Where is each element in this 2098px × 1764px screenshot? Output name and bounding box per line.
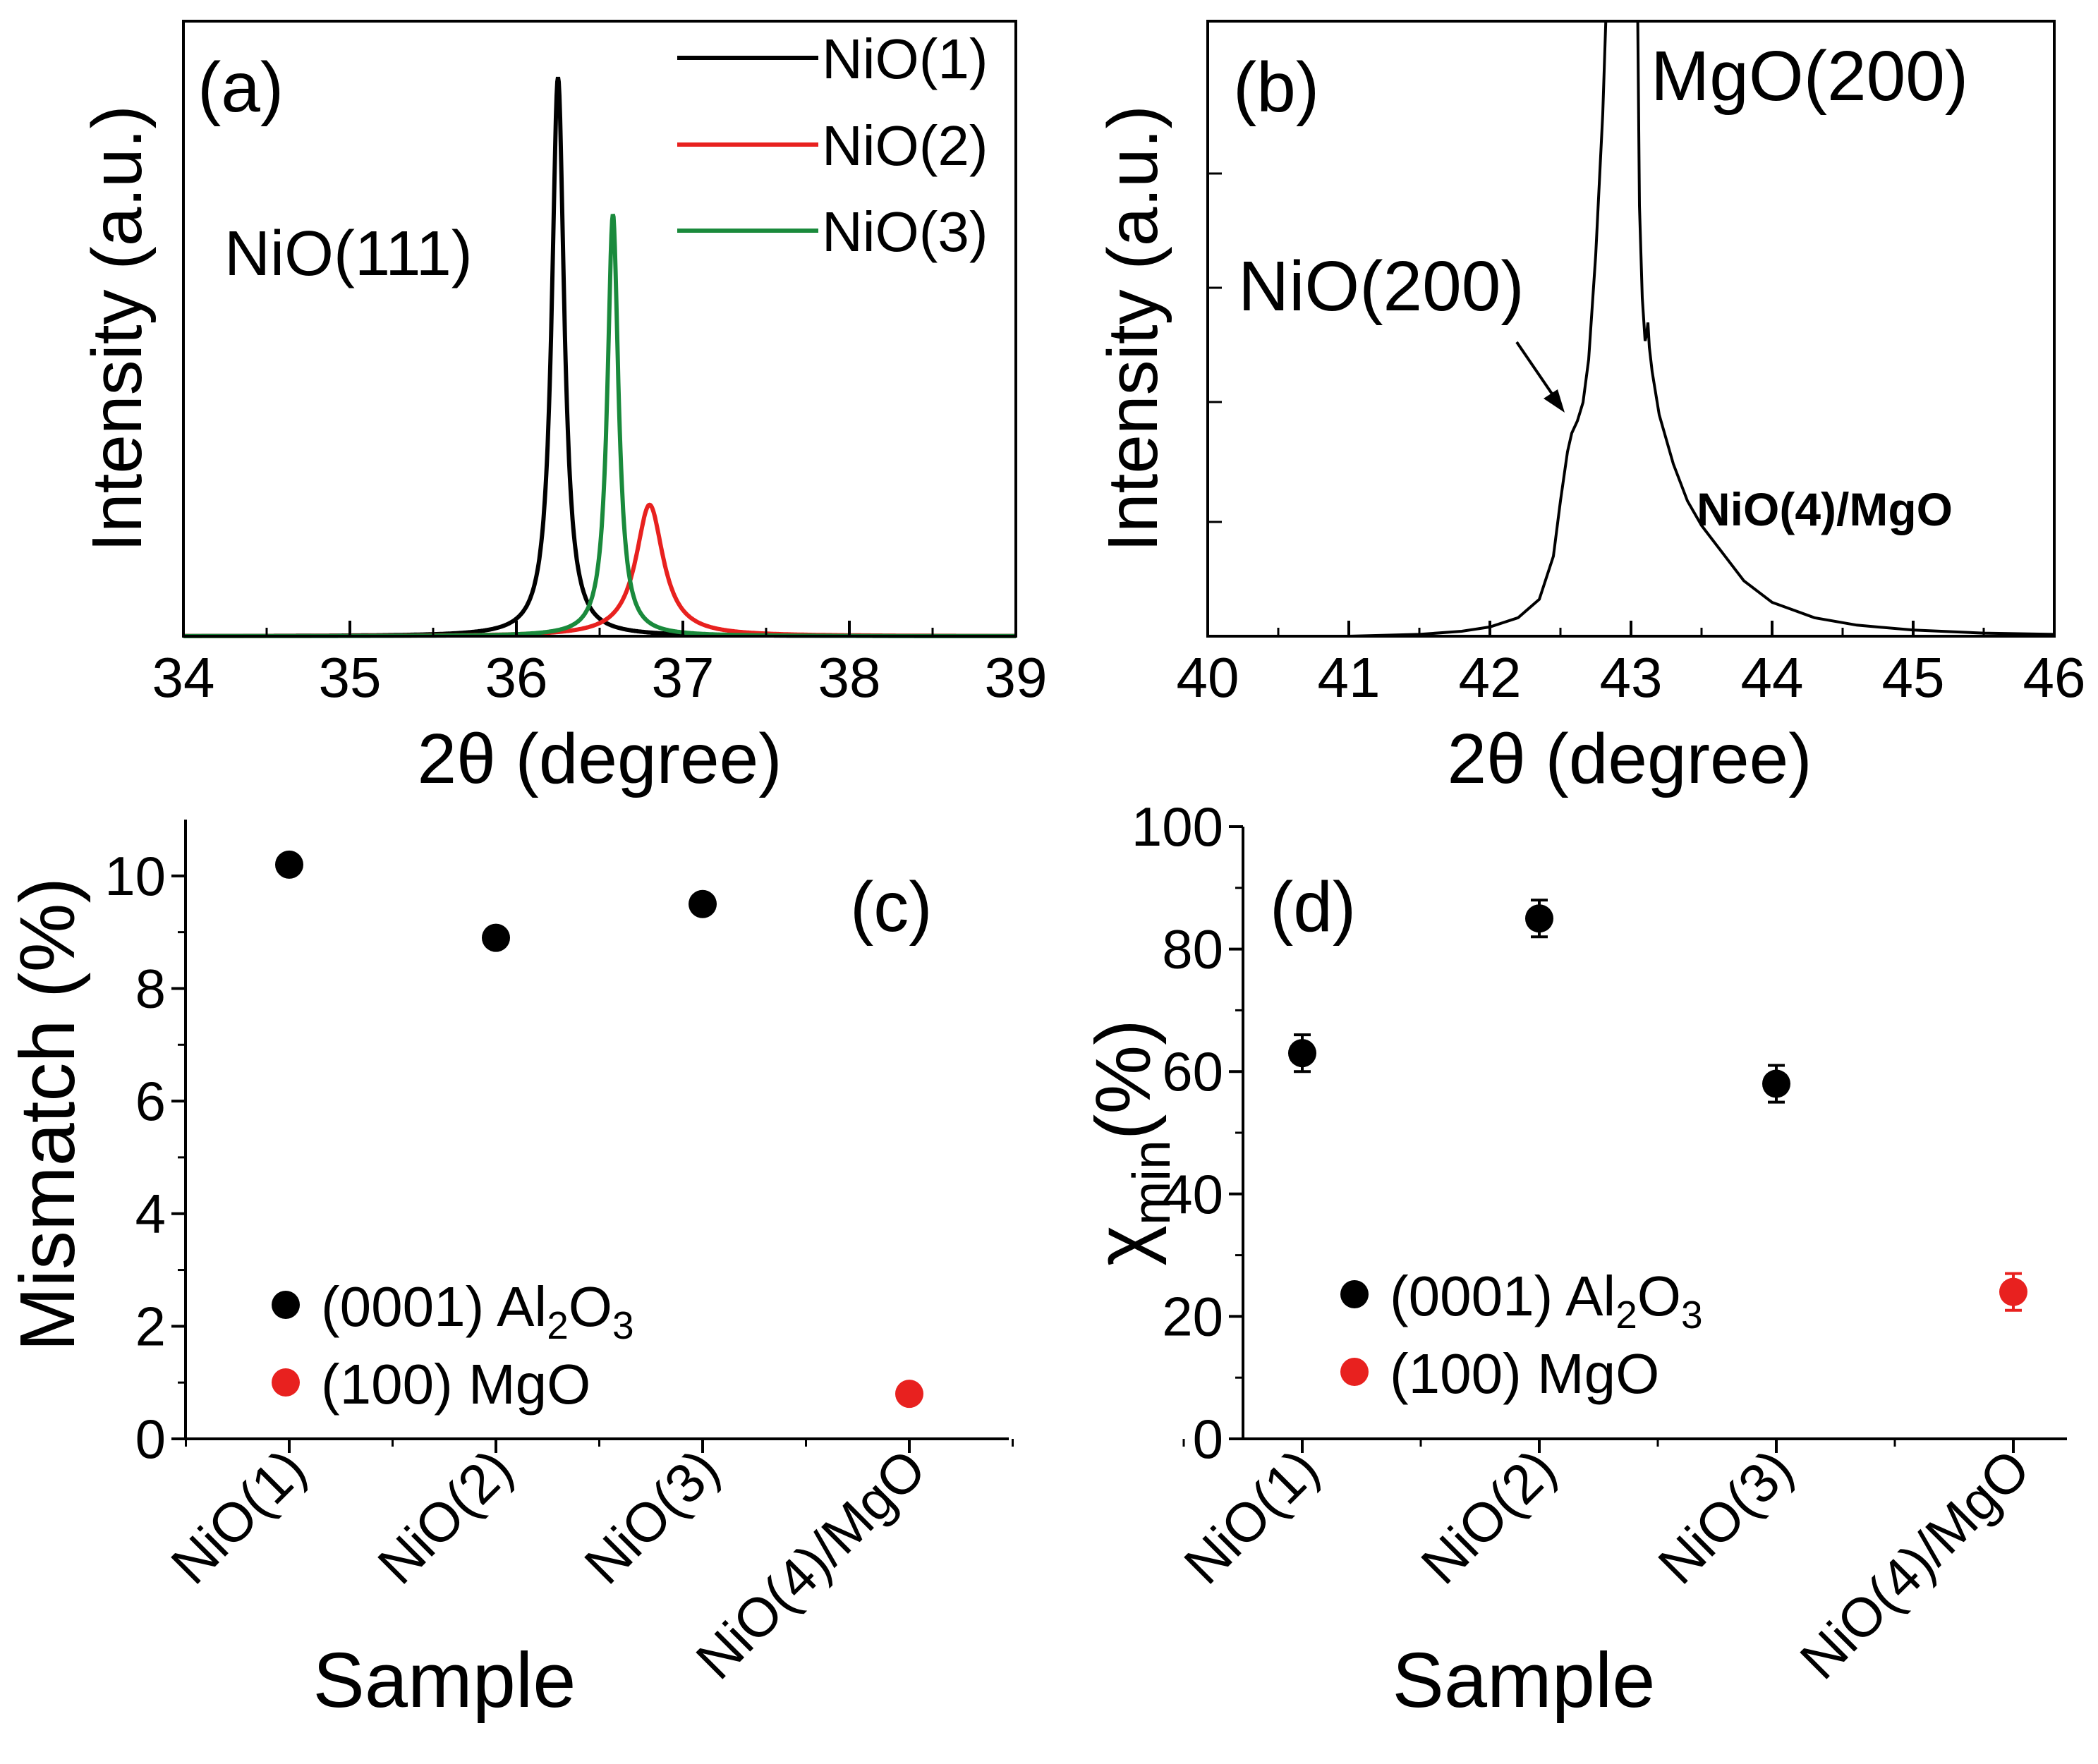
x-tick-label: 42 xyxy=(1459,646,1522,709)
y-tick-label: 20 xyxy=(1162,1285,1223,1347)
panel-b-mgo-label: MgO(200) xyxy=(1651,37,1968,116)
panel-a-legend: NiO(1) NiO(2) NiO(3) xyxy=(677,28,988,263)
point-al2o3-nio1 xyxy=(1288,1039,1316,1068)
legend-marker-al2o3 xyxy=(272,1291,300,1319)
legend-label-nio1: NiO(1) xyxy=(822,28,988,90)
point-al2o3-nio3 xyxy=(689,889,717,918)
legend-label-nio2: NiO(2) xyxy=(822,114,988,177)
panel-c-y-axis-title: Mismatch (%) xyxy=(4,877,91,1351)
panel-a-y-axis-title: Intensity (a.u.) xyxy=(78,105,157,552)
x-tick-label: 40 xyxy=(1177,646,1239,709)
y-tick-label: 0 xyxy=(135,1408,166,1470)
y-tick-label: 10 xyxy=(104,845,166,907)
x-tick-label: 39 xyxy=(985,646,1048,709)
panel-a-x-axis-title: 2θ (degree) xyxy=(418,719,782,798)
legend-label-mgo: (100) MgO xyxy=(321,1353,590,1416)
panel-d-legend: (0001) Al2O3 (100) MgO xyxy=(1340,1265,1703,1405)
x-tick-label: NiO(4)/MgO xyxy=(1788,1437,2042,1691)
y-tick-label: 6 xyxy=(135,1070,166,1132)
panel-d-y-axis-title: χmin(%) xyxy=(1080,1019,1181,1266)
x-tick-label: NiO(3) xyxy=(1646,1437,1805,1596)
panel-a: 34 35 36 37 38 39 (a) NiO(111) NiO(1) NiO(2) … xyxy=(78,20,1048,798)
y-tick-label: 40 xyxy=(1162,1163,1223,1225)
point-mgo-nio4mgo xyxy=(1999,1277,2027,1306)
point-al2o3-nio2 xyxy=(1525,904,1553,933)
panel-b: 40 41 42 43 44 45 46 (b) MgO(200) NiO(200) NiO… xyxy=(1093,20,2086,798)
y-tick-label: 0 xyxy=(1193,1408,1223,1470)
panel-d-x-axis-title: Sample xyxy=(1393,1637,1656,1724)
panel-b-y-axis-title: Intensity (a.u.) xyxy=(1093,105,1172,552)
panel-a-peak-label: NiO(111) xyxy=(224,219,473,289)
y-tick-label: 100 xyxy=(1132,796,1223,858)
panel-a-letter: (a) xyxy=(198,48,284,127)
panel-c-points xyxy=(275,850,923,1409)
y-tick-label: 4 xyxy=(135,1183,166,1245)
x-tick-label: 46 xyxy=(2023,646,2086,709)
legend-label-al2o3: (0001) Al2O3 xyxy=(1390,1265,1703,1337)
x-tick-label: NiO(2) xyxy=(1409,1437,1568,1596)
panel-c-x-axis-title: Sample xyxy=(313,1637,576,1724)
x-tick-label: 36 xyxy=(485,646,548,709)
point-al2o3-nio3 xyxy=(1762,1069,1790,1098)
x-tick-label: 41 xyxy=(1318,646,1381,709)
x-tick-label: 43 xyxy=(1600,646,1663,709)
legend-marker-al2o3 xyxy=(1340,1280,1369,1308)
panel-b-x-ticks: 40 41 42 43 44 45 46 xyxy=(1177,621,2086,709)
panel-c-x-ticks: NiO(1) NiO(2) NiO(3)NiO(4)/MgO xyxy=(159,1437,1014,1691)
y-tick-label: 2 xyxy=(135,1295,166,1357)
panel-b-y-minor-ticks xyxy=(1208,172,1222,523)
y-tick-label: 80 xyxy=(1162,918,1223,980)
y-tick-label: 8 xyxy=(135,957,166,1019)
x-tick-label: 35 xyxy=(319,646,382,709)
panel-d-letter: (d) xyxy=(1270,868,1356,947)
x-tick-label: NiO(1) xyxy=(159,1437,317,1596)
legend-label-al2o3: (0001) Al2O3 xyxy=(321,1275,634,1347)
panel-b-letter: (b) xyxy=(1233,48,1319,127)
legend-marker-mgo xyxy=(272,1368,300,1397)
panel-b-arrow xyxy=(1515,341,1565,413)
y-tick-label: 60 xyxy=(1162,1040,1223,1102)
legend-label-nio3: NiO(3) xyxy=(822,200,988,263)
x-tick-label: 38 xyxy=(818,646,881,709)
curve-nio4-mgo xyxy=(1208,21,2054,636)
panel-b-nio200-label: NiO(200) xyxy=(1238,247,1524,326)
panel-b-curves xyxy=(1208,21,2054,636)
point-mgo-nio4mgo xyxy=(895,1380,923,1409)
panel-c-legend: (0001) Al2O3 (100) MgO xyxy=(272,1275,634,1416)
panel-b-sample-label: NiO(4)/MgO xyxy=(1697,483,1953,535)
point-al2o3-nio2 xyxy=(482,923,510,952)
x-tick-label: 44 xyxy=(1741,646,1804,709)
legend-marker-mgo xyxy=(1340,1358,1369,1386)
x-tick-label: NiO(2) xyxy=(365,1437,524,1596)
panel-c-y-ticks: 0 2 4 6 8 10 xyxy=(104,845,186,1470)
panel-b-x-axis-title: 2θ (degree) xyxy=(1448,719,1812,798)
point-al2o3-nio1 xyxy=(275,850,303,879)
panel-c-letter: (c) xyxy=(850,868,933,947)
x-tick-label: 45 xyxy=(1882,646,1945,709)
panel-d-points xyxy=(1288,899,2027,1312)
x-tick-label: 37 xyxy=(652,646,715,709)
x-tick-label: NiO(3) xyxy=(572,1437,731,1596)
x-tick-label: 34 xyxy=(152,646,215,709)
legend-label-mgo: (100) MgO xyxy=(1390,1342,1659,1405)
panel-d-y-ticks: 0 20 40 60 80 100 xyxy=(1132,796,1243,1470)
panel-a-x-ticks: 34 35 36 37 38 39 xyxy=(152,621,1048,709)
